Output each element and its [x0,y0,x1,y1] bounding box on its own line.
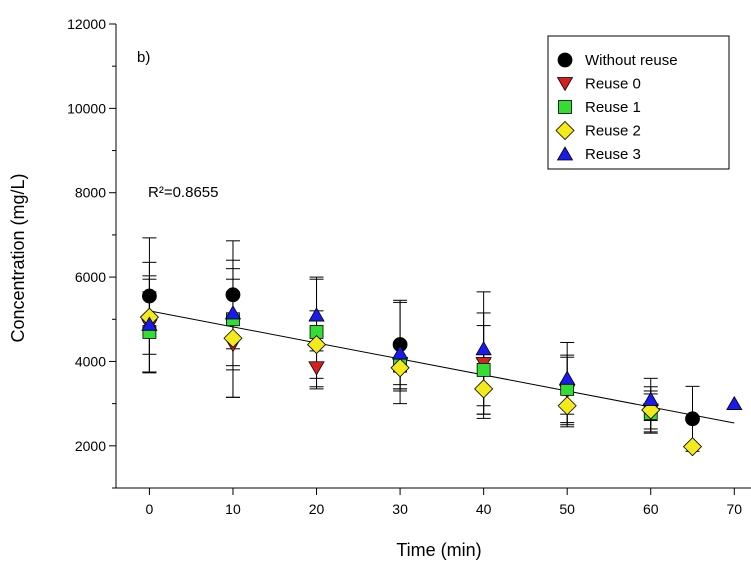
legend-marker [556,146,574,161]
trendline-group [149,310,735,424]
error-bars [142,237,700,452]
x-tick-label: 50 [559,501,575,517]
data-point [142,288,157,304]
data-point [223,328,243,348]
data-point [558,370,576,385]
y-tick-label: 2000 [75,438,106,454]
data-point [308,307,325,322]
data-point [390,358,410,378]
data-point [141,316,158,331]
panel-label: b) [137,49,150,66]
data-point [642,391,659,406]
y-tick-label: 6000 [75,269,106,285]
chart-labels: b) R²=0.8655 Time (min) Concentration (m… [8,49,482,560]
x-tick-label: 20 [309,501,325,517]
x-tick-label: 40 [476,501,492,517]
y-axis-label: Concentration (mg/L) [8,173,28,342]
data-point [685,411,700,427]
legend-marker [555,120,575,141]
data-point [475,340,492,356]
axes: 0 10 20 30 40 50 60 70 2000 4000 6000 8000 10000 1200… [67,16,751,517]
legend-marker [556,77,574,92]
data-point [557,396,577,416]
data-point [308,361,325,376]
x-axis-label: Time (min) [396,540,481,560]
data-point [306,335,327,355]
regression-line [149,310,735,424]
x-tick-label: 30 [392,501,408,517]
y-tick-label: 10000 [67,100,106,116]
legend: Without reuse Reuse 0 Reuse 1 Reuse 2 Reuse … [547,35,730,170]
legend-entry: Reuse 0 [585,76,641,93]
x-tick-label: 0 [146,501,154,517]
data-point [726,395,743,411]
data-point [224,305,242,320]
data-point [391,345,409,360]
r-squared-annotation: R²=0.8655 [148,184,218,201]
x-tick-label: 60 [643,501,659,517]
legend-marker [557,52,573,68]
legend-entry: Without reuse [585,52,678,69]
legend-entry: Reuse 1 [585,99,641,116]
legend-entry: Reuse 3 [585,146,641,163]
legend-marker [558,100,572,114]
y-tick-label: 4000 [75,353,106,369]
x-tick-label: 70 [727,501,743,517]
legend-entry: Reuse 2 [585,123,641,140]
y-tick-label: 8000 [75,185,106,201]
data-point [682,437,703,457]
y-tick-label: 12000 [67,16,106,32]
data-point [474,379,494,399]
legend-box [547,35,730,170]
data-point [225,287,241,303]
data-points [139,287,743,457]
x-tick-label: 10 [225,501,241,517]
data-point [476,362,491,377]
